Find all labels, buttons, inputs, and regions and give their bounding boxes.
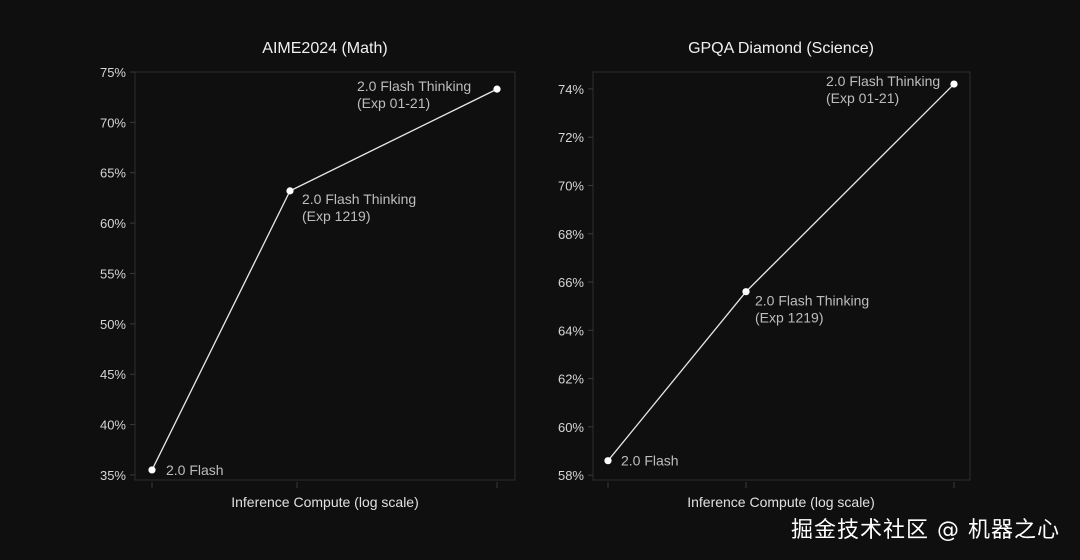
y-tick-label-aime: 65%	[100, 166, 126, 181]
y-tick-label-aime: 45%	[100, 367, 126, 382]
plot-frame-aime	[134, 71, 516, 481]
data-point-aime	[493, 85, 501, 93]
data-point-aime	[148, 466, 156, 474]
data-label-gpqa: 2.0 Flash	[621, 453, 679, 469]
y-tick-label-gpqa: 58%	[558, 468, 584, 483]
y-tick-label-aime: 40%	[100, 418, 126, 433]
y-tick-label-gpqa: 64%	[558, 323, 584, 338]
watermark: 掘金技术社区 @ 机器之心	[791, 518, 1060, 543]
data-label-line: 2.0 Flash	[166, 462, 224, 478]
data-point-gpqa	[742, 288, 750, 296]
data-label-aime: 2.0 Flash Thinking (Exp 1219)	[302, 191, 416, 224]
data-label-line: (Exp 1219)	[755, 310, 823, 326]
data-point-gpqa	[604, 457, 612, 465]
y-tick-label-aime: 60%	[100, 216, 126, 231]
data-label-aime: 2.0 Flash Thinking (Exp 01-21)	[357, 78, 471, 111]
data-label-aime: 2.0 Flash	[166, 462, 224, 478]
y-tick-label-gpqa: 66%	[558, 275, 584, 290]
x-axis-label-aime: Inference Compute (log scale)	[231, 494, 419, 510]
y-tick-label-aime: 75%	[100, 65, 126, 80]
y-tick-label-gpqa: 60%	[558, 420, 584, 435]
plot-frame-gpqa	[592, 71, 971, 481]
data-label-line: (Exp 1219)	[302, 208, 370, 224]
y-tick-label-aime: 70%	[100, 115, 126, 130]
data-label-gpqa: 2.0 Flash Thinking (Exp 1219)	[755, 293, 869, 326]
y-tick-label-gpqa: 72%	[558, 130, 584, 145]
data-label-line: 2.0 Flash Thinking	[755, 293, 869, 309]
data-point-gpqa	[950, 80, 958, 88]
data-label-line: 2.0 Flash	[621, 453, 679, 469]
data-label-line: (Exp 01-21)	[357, 95, 430, 111]
data-label-gpqa: 2.0 Flash Thinking (Exp 01-21)	[826, 73, 940, 106]
y-tick-label-gpqa: 74%	[558, 82, 584, 97]
y-tick-label-aime: 50%	[100, 317, 126, 332]
data-point-aime	[286, 187, 294, 195]
chart-title-aime: AIME2024 (Math)	[262, 40, 388, 57]
series-line-gpqa	[607, 83, 955, 462]
y-tick-label-gpqa: 70%	[558, 178, 584, 193]
x-axis-label-gpqa: Inference Compute (log scale)	[687, 494, 875, 510]
y-tick-label-gpqa: 68%	[558, 227, 584, 242]
y-tick-label-aime: 35%	[100, 468, 126, 483]
data-label-line: 2.0 Flash Thinking	[302, 191, 416, 207]
y-tick-label-aime: 55%	[100, 266, 126, 281]
series-line-aime	[151, 88, 498, 471]
data-label-line: (Exp 01-21)	[826, 90, 899, 106]
data-label-line: 2.0 Flash Thinking	[357, 78, 471, 94]
data-label-line: 2.0 Flash Thinking	[826, 73, 940, 89]
chart-title-gpqa: GPQA Diamond (Science)	[688, 40, 874, 57]
y-tick-label-gpqa: 62%	[558, 372, 584, 387]
chart-aime: 35% 40% 45% 50% 55% 60% 65% 70% 75% 2.0 Flash 2.0 …	[100, 65, 516, 488]
chart-gpqa: 58% 60% 62% 64% 66% 68% 70% 72% 74% 2.0 Flash 2.0 …	[558, 71, 971, 488]
